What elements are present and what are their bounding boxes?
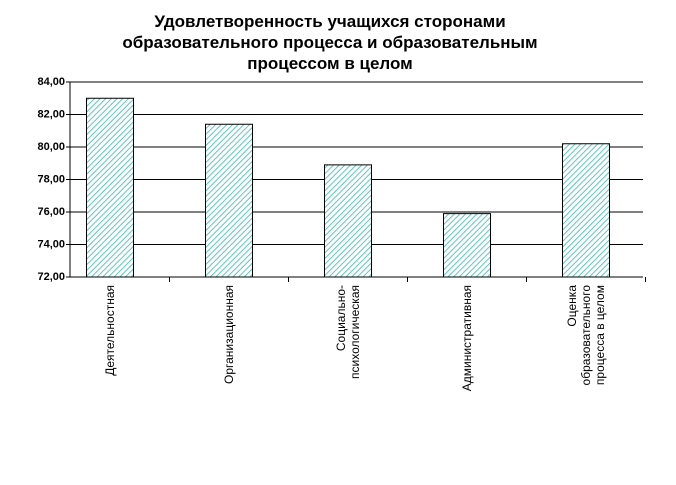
bar — [324, 164, 372, 278]
x-tick-label: Оценкаобразовательногопроцесса в целом — [565, 285, 607, 386]
x-tick-label: Социально-психологическая — [334, 285, 362, 379]
y-tick-label: 74,00 — [37, 238, 65, 250]
y-tick-label: 72,00 — [37, 271, 65, 283]
x-tick-label: Административная — [460, 285, 474, 391]
x-tick-group: Организационная — [222, 285, 236, 384]
x-tick-label: Деятельностная — [103, 285, 117, 376]
y-tick-label: 78,00 — [37, 173, 65, 185]
x-tick-group: Административная — [460, 285, 474, 391]
chart-title: Удовлетворенность учащихся сторонами обра… — [122, 12, 537, 73]
bar — [205, 123, 253, 278]
bar — [86, 97, 134, 278]
y-tick-label: 82,00 — [37, 108, 65, 120]
y-tick-label: 76,00 — [37, 206, 65, 218]
bar — [443, 213, 491, 278]
bar — [562, 143, 610, 278]
x-tick-label: Организационная — [222, 285, 236, 384]
y-tick-label: 84,00 — [37, 76, 65, 88]
x-tick-group: Оценкаобразовательногопроцесса в целом — [565, 285, 607, 386]
y-tick-label: 80,00 — [37, 141, 65, 153]
x-tick-group: Деятельностная — [103, 285, 117, 376]
x-tick-group: Социально-психологическая — [334, 285, 362, 379]
